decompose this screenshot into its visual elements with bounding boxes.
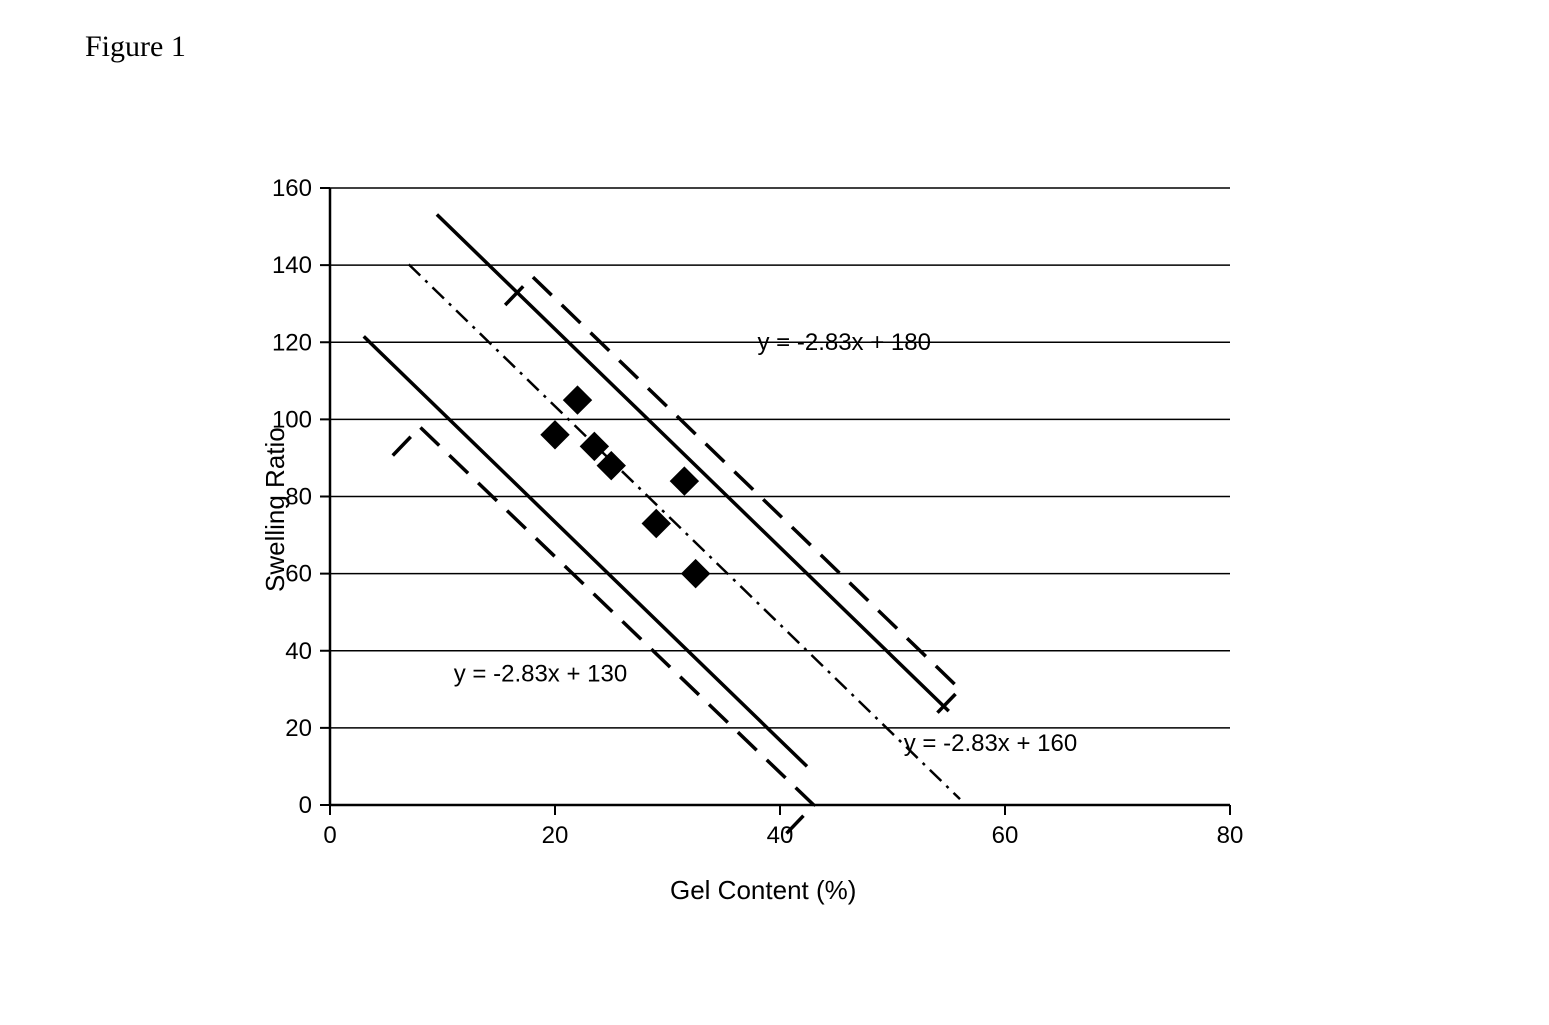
y-tick-label: 140 xyxy=(272,252,312,279)
y-tick-label: 0 xyxy=(299,792,312,819)
eq-180: y = -2.83x + 180 xyxy=(758,329,931,356)
chart: 020406080020406080100120140160y = -2.83x… xyxy=(240,178,1260,925)
figure-label-text: Figure 1 xyxy=(85,30,186,63)
eq-160: y = -2.83x + 160 xyxy=(904,730,1077,757)
y-tick-label: 160 xyxy=(272,178,312,202)
chart-svg: 020406080020406080100120140160y = -2.83x… xyxy=(240,178,1260,925)
y-tick-label: 120 xyxy=(272,329,312,356)
eq-130: y = -2.83x + 130 xyxy=(454,661,627,688)
y-tick-label: 20 xyxy=(285,715,312,742)
x-tick-label: 0 xyxy=(323,822,336,849)
y-axis-label: Swelling Ratio xyxy=(260,427,291,592)
figure-label: Figure 1 xyxy=(85,30,186,64)
x-tick-label: 60 xyxy=(992,822,1019,849)
x-axis-label: Gel Content (%) xyxy=(670,875,856,906)
x-tick-label: 80 xyxy=(1217,822,1244,849)
y-tick-label: 40 xyxy=(285,638,312,665)
x-tick-label: 40 xyxy=(767,822,794,849)
x-tick-label: 20 xyxy=(542,822,569,849)
